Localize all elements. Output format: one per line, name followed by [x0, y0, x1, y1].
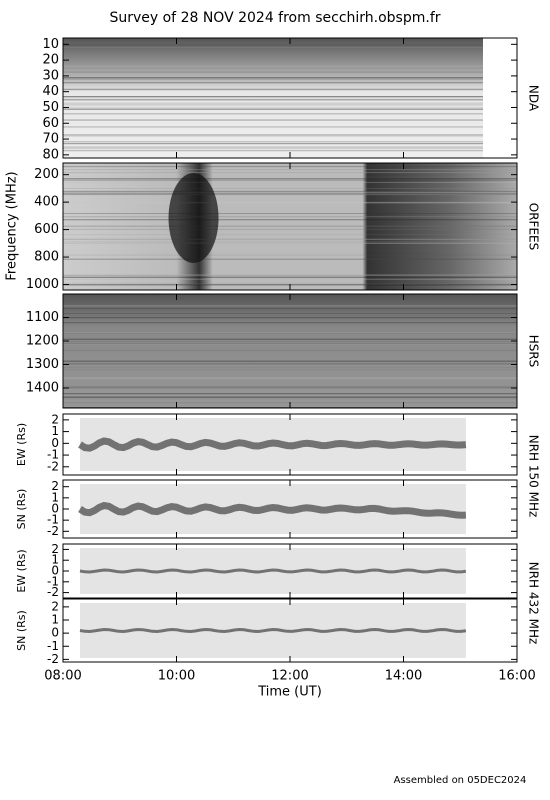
spectrogram — [63, 163, 517, 290]
y-tick-label: 1100 — [26, 310, 59, 325]
x-tick-label: 10:00 — [158, 669, 195, 684]
x-axis-label: Time (UT) — [257, 685, 322, 700]
panel-label: HSRS — [527, 335, 541, 368]
y-tick-label: 40 — [42, 84, 59, 99]
y-tick-label: 2 — [51, 479, 59, 493]
y-tick-label: -1 — [47, 448, 59, 462]
y-tick-label: 50 — [42, 100, 59, 115]
panel-y-label: EW (Rs) — [15, 549, 28, 592]
y-tick-label: 0 — [51, 436, 59, 450]
y-tick-label: 1000 — [26, 277, 59, 292]
y-tick-label: 10 — [42, 37, 59, 52]
source-track — [78, 501, 466, 519]
y-tick-label: 1 — [51, 613, 59, 627]
y-tick-label: 400 — [34, 195, 59, 210]
panel-image — [78, 418, 467, 471]
y-tick-label: -2 — [47, 524, 59, 538]
x-tick-label: 08:00 — [44, 669, 81, 684]
panel-label: NDA — [527, 85, 541, 112]
y-tick-label: 1400 — [26, 381, 59, 396]
y-tick-label: 2 — [51, 542, 59, 556]
y-tick-label: 0 — [51, 626, 59, 640]
y-tick-label: 30 — [42, 68, 59, 83]
y-tick-label: 800 — [34, 250, 59, 265]
y-tick-label: 1300 — [26, 357, 59, 372]
spectrogram — [63, 294, 517, 408]
y-tick-label: 60 — [42, 116, 59, 131]
y-tick-label: 1200 — [26, 334, 59, 349]
y-tick-label: 0 — [51, 502, 59, 516]
y-tick-label: -1 — [47, 574, 59, 588]
panel-image — [79, 548, 467, 594]
y-tick-label: -2 — [47, 585, 59, 599]
source-track — [78, 437, 467, 452]
y-tick-label: -1 — [47, 513, 59, 527]
panel-label: NRH 150 MHz — [527, 435, 541, 518]
y-tick-label: 2 — [51, 412, 59, 426]
panel-image — [79, 603, 467, 658]
x-tick-label: 14:00 — [385, 669, 422, 684]
y-tick-label: 600 — [34, 222, 59, 237]
spectrogram — [63, 38, 483, 158]
panel-y-label: EW (Rs) — [15, 423, 28, 466]
panel-image — [63, 163, 517, 290]
y-tick-label: 20 — [42, 53, 59, 68]
y-axis-label: Frequency (MHz) — [5, 171, 20, 280]
y-tick-label: 70 — [42, 132, 59, 147]
panel-label: NRH 432 MHz — [527, 562, 541, 645]
y-tick-label: 1 — [51, 553, 59, 567]
source-track — [79, 627, 467, 634]
y-tick-label: -2 — [47, 652, 59, 666]
panel-image — [63, 294, 517, 408]
y-tick-label: 1 — [51, 424, 59, 438]
panel-image — [78, 484, 466, 534]
source-track — [79, 568, 467, 574]
burst — [168, 173, 219, 263]
panel-y-label: SN (Rs) — [15, 489, 28, 530]
y-tick-label: 0 — [51, 564, 59, 578]
y-tick-label: 80 — [42, 147, 59, 162]
y-tick-label: -1 — [47, 639, 59, 653]
chart-title: Survey of 28 NOV 2024 from secchirh.obsp… — [109, 10, 440, 26]
panel-label: ORFEES — [527, 203, 541, 250]
y-tick-label: 200 — [34, 167, 59, 182]
panel-y-label: SN (Rs) — [15, 610, 28, 651]
y-tick-label: -2 — [47, 459, 59, 473]
footer: Assembled on 05DEC2024 — [394, 775, 527, 786]
y-tick-label: 2 — [51, 599, 59, 613]
x-tick-label: 16:00 — [498, 669, 535, 684]
y-tick-label: 1 — [51, 490, 59, 504]
panel-image — [63, 38, 483, 158]
x-tick-label: 12:00 — [271, 669, 308, 684]
